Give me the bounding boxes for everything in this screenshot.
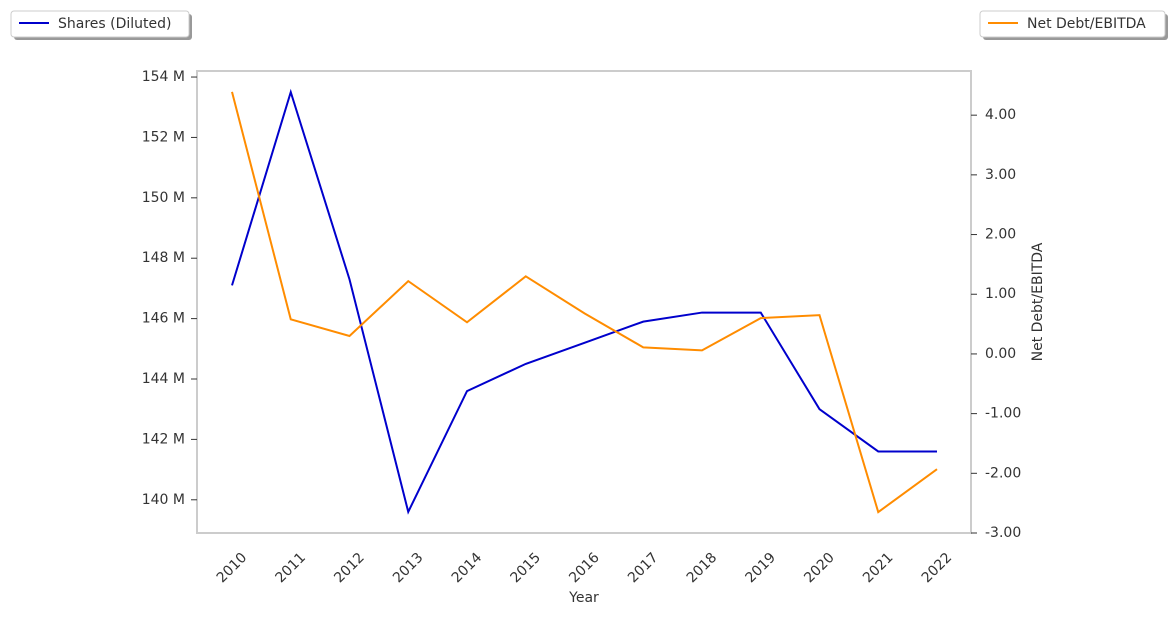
y2-tick-label: 1.00 bbox=[985, 286, 1016, 302]
plot-frame bbox=[196, 70, 972, 534]
x-tick-label: 2013 bbox=[390, 550, 427, 587]
legend-label: Shares (Diluted) bbox=[58, 16, 172, 32]
y2-tick-label: 3.00 bbox=[985, 167, 1016, 183]
y-tick-label: 152 M bbox=[142, 129, 185, 145]
legend-label: Net Debt/EBITDA bbox=[1027, 16, 1146, 32]
legend-box bbox=[979, 10, 1166, 38]
series-line bbox=[231, 88, 937, 515]
x-tick-label: 2019 bbox=[742, 550, 779, 587]
x-tick-label: 2020 bbox=[801, 550, 838, 587]
y2-tick-label: 2.00 bbox=[985, 227, 1016, 243]
x-tick-label: 2014 bbox=[449, 550, 486, 587]
y2-axis-label: Net Debt/EBITDA bbox=[1030, 242, 1046, 361]
x-tick-label: 2021 bbox=[860, 550, 897, 587]
y2-tick-label: -3.00 bbox=[985, 525, 1021, 541]
x-tick-label: 2022 bbox=[919, 550, 956, 587]
x-tick-label: 2018 bbox=[684, 550, 721, 587]
y-tick-label: 144 M bbox=[142, 371, 185, 387]
x-tick-label: 2012 bbox=[331, 550, 368, 587]
y-tick-label: 146 M bbox=[142, 311, 185, 327]
y2-tick-label: 4.00 bbox=[985, 107, 1016, 123]
y2-tick-label: 0.00 bbox=[985, 346, 1016, 362]
y-tick-label: 154 M bbox=[142, 69, 185, 85]
y2-tick-label: -1.00 bbox=[985, 406, 1021, 422]
x-tick-label: 2011 bbox=[272, 550, 309, 587]
y-tick-label: 142 M bbox=[142, 431, 185, 447]
series-line bbox=[231, 91, 938, 514]
legend-box bbox=[10, 10, 190, 38]
x-tick-label: 2017 bbox=[625, 550, 662, 587]
y2-tick-label: -2.00 bbox=[985, 465, 1021, 481]
x-tick-label: 2015 bbox=[507, 550, 544, 587]
y-tick-label: 148 M bbox=[142, 250, 185, 266]
x-tick-label: 2010 bbox=[214, 550, 251, 587]
y-tick-label: 140 M bbox=[142, 492, 185, 508]
x-tick-label: 2016 bbox=[566, 550, 603, 587]
x-axis-label: Year bbox=[568, 590, 599, 606]
y-tick-label: 150 M bbox=[142, 190, 185, 206]
